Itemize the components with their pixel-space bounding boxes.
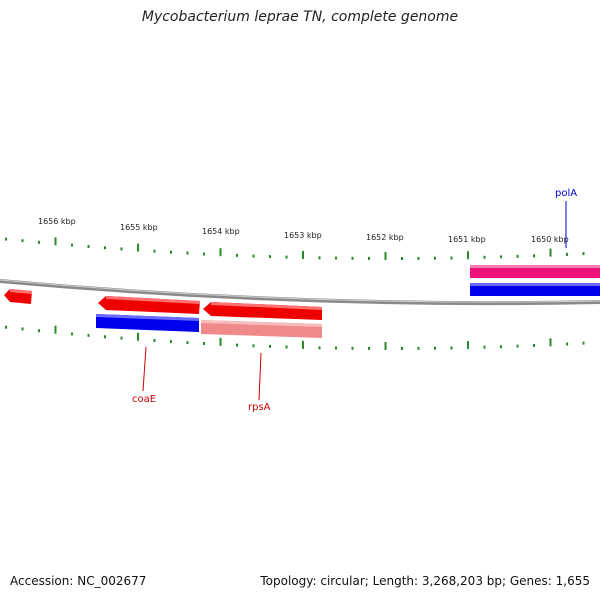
map-title: Mycobacterium leprae TN, complete genome [141, 9, 459, 25]
gene-label-coaE[interactable]: coaE [132, 394, 156, 405]
scale-labels: 1656 kbp 1655 kbp 1654 kbp 1653 kbp 1652… [38, 217, 569, 244]
upper-tick-marks [5, 237, 585, 260]
tick-label-1655: 1655 kbp [120, 223, 158, 232]
feature-coaE-blue-bar[interactable] [96, 314, 199, 332]
feature-pink-rna[interactable] [470, 265, 600, 278]
feature-rpsA-faded-bar[interactable] [201, 320, 322, 338]
genome-backbone [0, 279, 600, 306]
tick-label-1651: 1651 kbp [448, 235, 486, 244]
tick-label-1650: 1650 kbp [531, 235, 569, 244]
tick-label-1656: 1656 kbp [38, 217, 76, 226]
callout-line-rpsA [258, 352, 262, 401]
callout-line-coaE [142, 346, 147, 392]
gene-label-rpsA[interactable]: rpsA [248, 402, 271, 413]
lower-tick-marks [5, 325, 585, 350]
feature-polA-blue[interactable] [470, 283, 600, 296]
accession-text: Accession: NC_002677 [10, 574, 147, 588]
feature-rpsA-red-arrow[interactable] [203, 302, 322, 320]
tick-label-1653: 1653 kbp [284, 231, 322, 240]
tick-label-1652: 1652 kbp [366, 233, 404, 242]
gene-label-polA[interactable]: polA [555, 188, 577, 199]
tick-label-1654: 1654 kbp [202, 227, 240, 236]
feature-coaE-red-arrow[interactable] [98, 296, 200, 314]
genome-summary-text: Topology: circular; Length: 3,268,203 bp… [260, 574, 590, 588]
genome-backbone-highlight [0, 279, 600, 303]
feature-left-red-arrow[interactable] [4, 289, 32, 304]
